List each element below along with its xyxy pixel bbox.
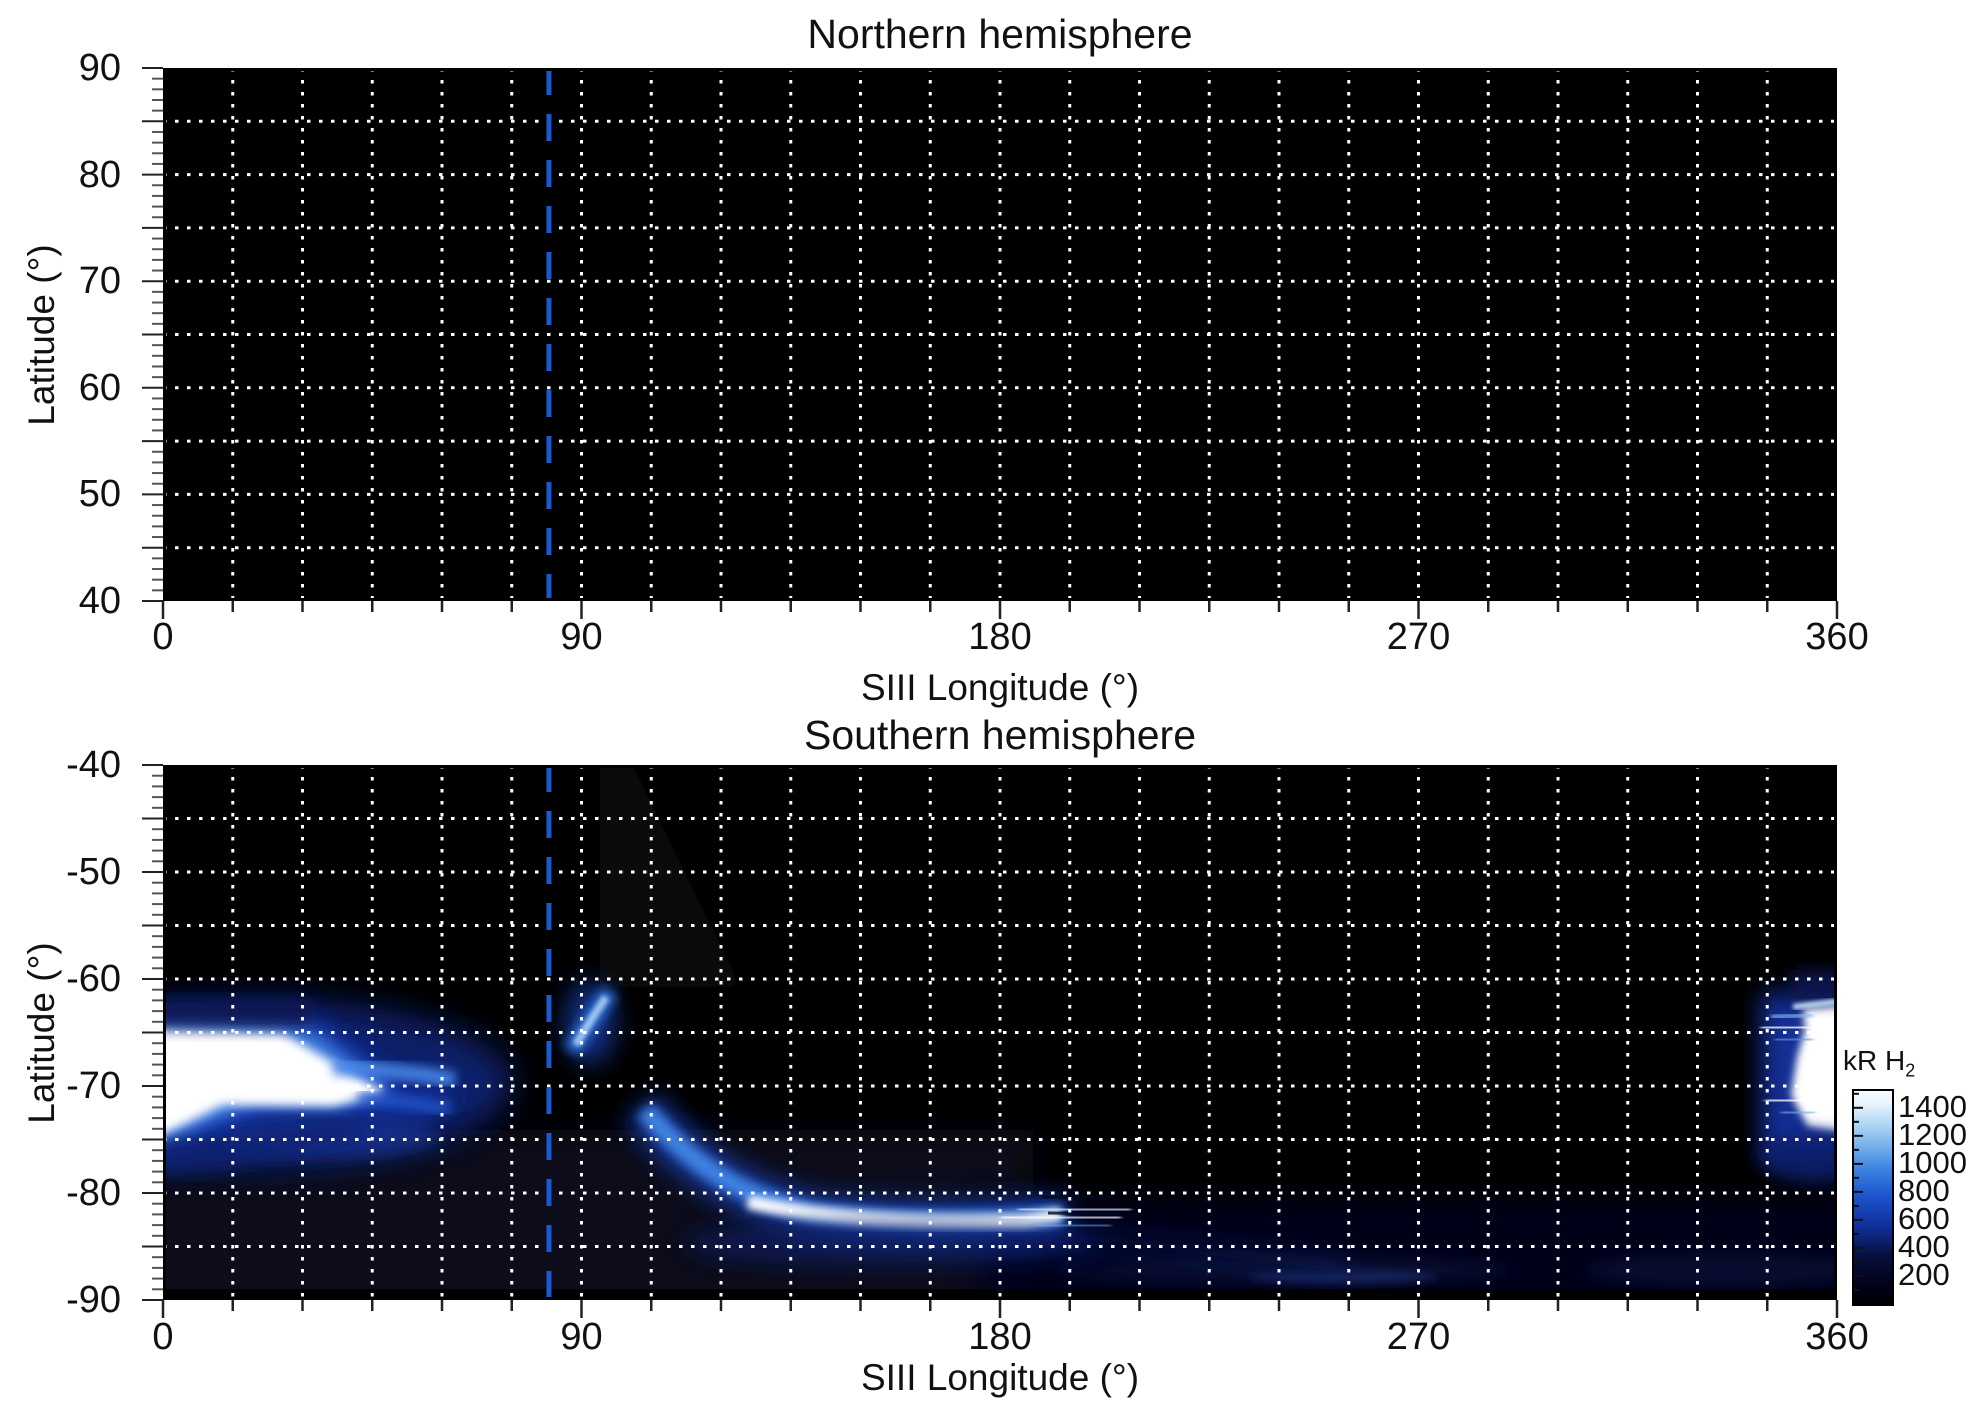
south-ytick-label: -60: [66, 958, 121, 1000]
south-ytick-label: -40: [66, 744, 121, 786]
north-ytick-label: 90: [78, 47, 121, 89]
south-xtick-label: 0: [152, 1316, 174, 1358]
south-yaxis-label: Latitude (°): [21, 942, 62, 1124]
south-ytick-label: -90: [66, 1279, 121, 1321]
north-ytick-label: 70: [78, 260, 121, 303]
north-xtick-label: 90: [560, 616, 603, 658]
north-hemisphere-heatmap: [163, 68, 1837, 601]
south-xtick-label: 270: [1386, 1316, 1451, 1358]
colorbar-tick-label: 800: [1898, 1172, 1950, 1208]
north-ytick-label: 80: [78, 153, 121, 196]
south-hemisphere-heatmap: [163, 765, 1837, 1300]
north-xaxis-label: SIII Longitude (°): [860, 667, 1140, 708]
north-panel-title: Northern hemisphere: [807, 11, 1193, 57]
north-xtick-label: 0: [152, 616, 174, 658]
colorbar: [1852, 1089, 1894, 1306]
colorbar-tick-label: 1200: [1898, 1116, 1967, 1152]
north-ytick-label: 50: [78, 473, 121, 516]
colorbar-tick-label: 600: [1898, 1200, 1950, 1236]
colorbar-tick-label: 200: [1898, 1256, 1950, 1292]
colorbar-ticks: [1854, 1092, 1863, 1291]
north-ytick-label: 40: [78, 580, 121, 622]
north-ytick-label: 60: [78, 366, 121, 409]
colorbar-unit-label: kR H2: [1843, 1045, 1916, 1081]
south-xaxis-label: SIII Longitude (°): [860, 1357, 1140, 1398]
south-xtick-label: 180: [968, 1316, 1032, 1358]
north-xtick-label: 360: [1805, 616, 1869, 658]
north-xtick-label: 180: [968, 616, 1032, 658]
south-grid-overlay: [163, 765, 1837, 1300]
north-yaxis-label: Latitude (°): [21, 244, 62, 426]
north-xtick-label: 270: [1386, 616, 1451, 658]
south-xtick-label: 90: [560, 1316, 603, 1358]
north-grid-overlay: [163, 68, 1837, 601]
south-panel-title: Southern hemisphere: [803, 712, 1197, 758]
south-ytick-label: -70: [66, 1065, 121, 1107]
south-ytick-label: -50: [66, 851, 121, 893]
colorbar-tick-label: 1400: [1898, 1088, 1967, 1124]
colorbar-tick-label: 400: [1898, 1228, 1950, 1264]
colorbar-tick-label: 1000: [1898, 1144, 1967, 1180]
south-ytick-label: -80: [66, 1172, 121, 1214]
south-xtick-label: 360: [1805, 1316, 1869, 1358]
